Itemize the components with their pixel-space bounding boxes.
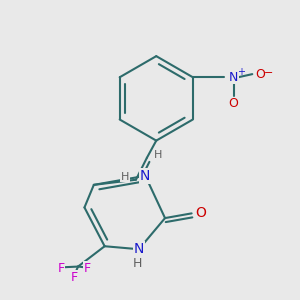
Text: H: H: [133, 257, 142, 270]
Text: −: −: [264, 68, 273, 78]
Text: H: H: [154, 150, 162, 160]
Text: F: F: [71, 271, 78, 284]
Text: N: N: [140, 169, 151, 183]
Text: N: N: [134, 242, 144, 256]
Text: O: O: [229, 98, 238, 110]
Text: O: O: [196, 206, 206, 220]
Text: O: O: [255, 68, 265, 81]
Text: F: F: [84, 262, 91, 275]
Text: N: N: [229, 71, 238, 84]
Text: +: +: [237, 67, 245, 76]
Text: F: F: [57, 262, 64, 275]
Text: H: H: [121, 172, 129, 182]
